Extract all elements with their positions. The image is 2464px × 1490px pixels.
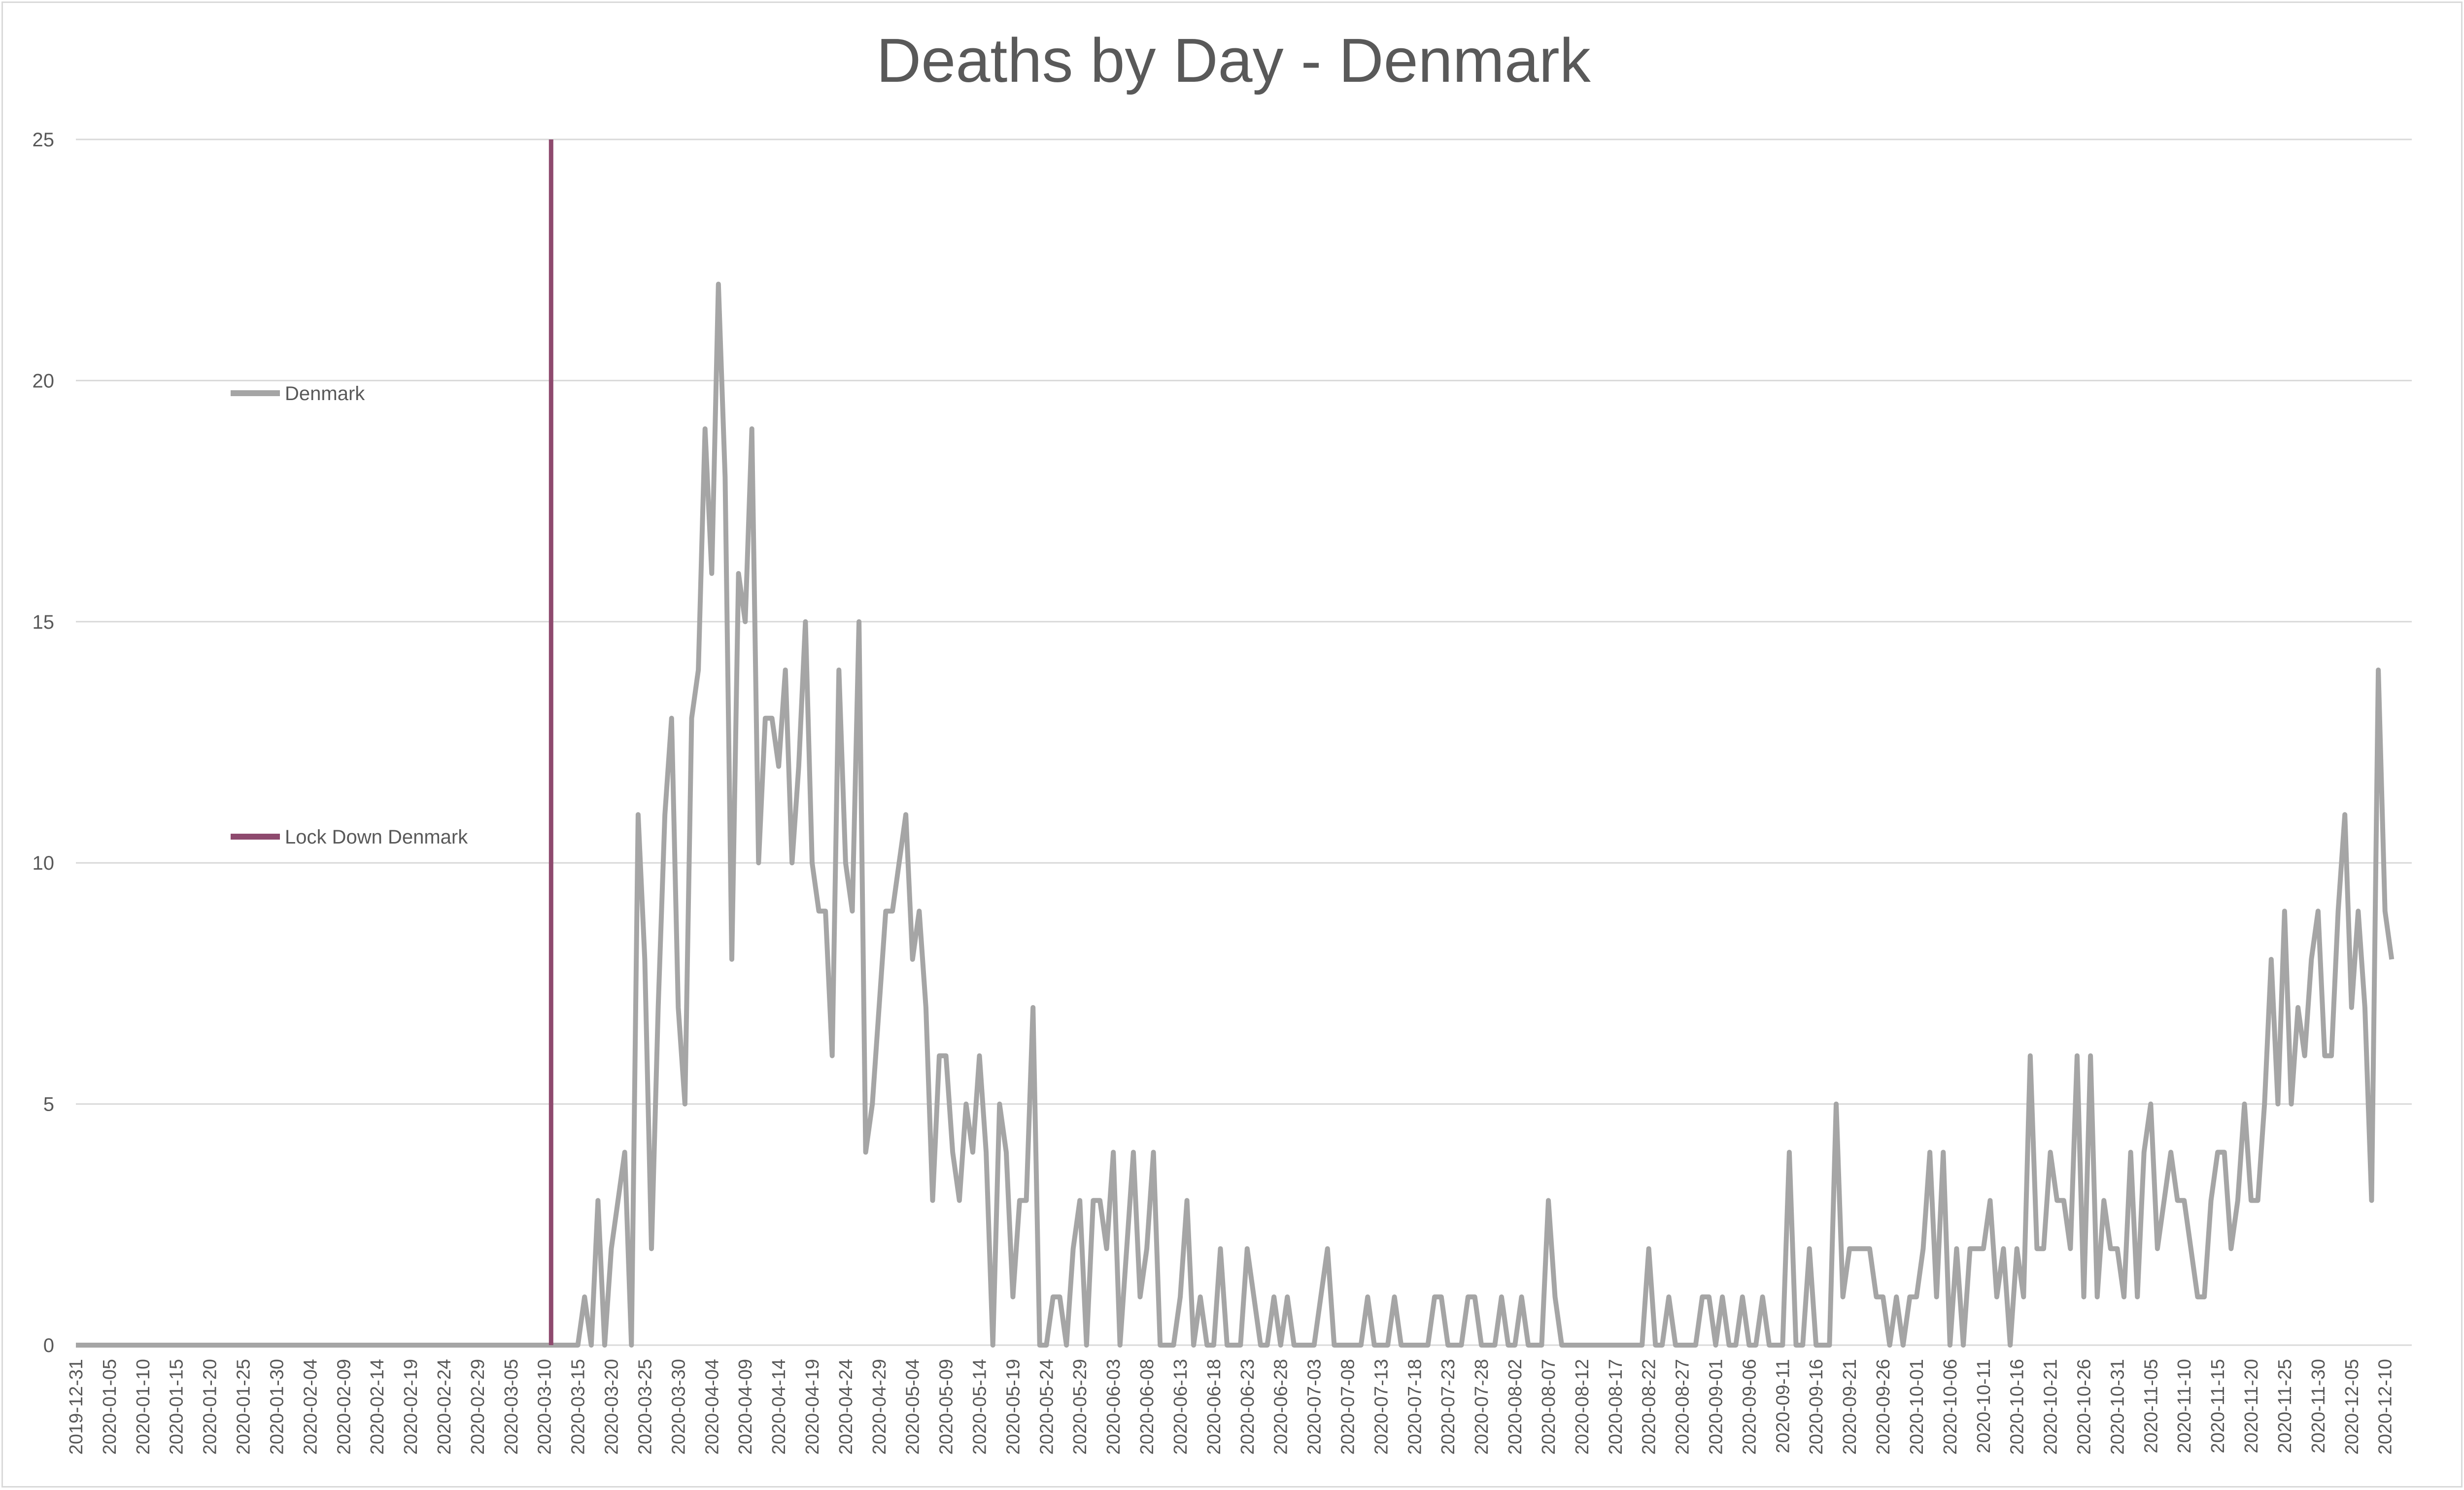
deaths-by-day-chart: Deaths by Day - Denmark 0 5 10 15 20 25 2019-…	[33, 26, 2412, 1455]
x-tick-label: 2020-10-31	[2107, 1359, 2128, 1455]
y-tick-label: 0	[43, 1335, 54, 1356]
x-tick-label: 2020-10-11	[1974, 1359, 1994, 1454]
x-tick-label: 2020-07-08	[1338, 1359, 1359, 1455]
x-tick-label: 2020-08-07	[1539, 1359, 1559, 1455]
x-tick-label: 2020-12-05	[2342, 1359, 2362, 1455]
x-tick-label: 2020-01-20	[200, 1359, 221, 1455]
x-tick-label: 2020-12-10	[2375, 1359, 2396, 1455]
x-tick-label: 2020-10-01	[1907, 1359, 1927, 1455]
gridlines	[76, 138, 2412, 1346]
x-tick-label: 2020-02-09	[334, 1359, 354, 1455]
y-tick-label: 5	[43, 1094, 54, 1116]
x-tick-label: 2020-09-06	[1739, 1359, 1760, 1455]
x-tick-label: 2020-06-18	[1204, 1359, 1225, 1455]
x-tick-label: 2020-05-19	[1003, 1359, 1024, 1455]
x-tick-label: 2020-11-25	[2275, 1359, 2295, 1454]
x-tick-label: 2020-07-03	[1304, 1359, 1325, 1455]
x-tick-label: 2020-03-15	[568, 1359, 589, 1455]
x-tick-label: 2020-01-25	[234, 1359, 254, 1455]
x-tick-label: 2020-04-04	[702, 1359, 722, 1455]
x-tick-label: 2020-10-26	[2074, 1359, 2094, 1455]
x-tick-label: 2020-06-08	[1137, 1359, 1158, 1455]
x-tick-label: 2020-03-30	[668, 1359, 689, 1455]
x-tick-label: 2020-03-25	[635, 1359, 655, 1455]
x-tick-label: 2020-04-29	[869, 1359, 890, 1455]
x-tick-label: 2020-08-12	[1572, 1359, 1593, 1455]
x-tick-label: 2020-06-03	[1103, 1359, 1124, 1455]
x-tick-label: 2020-04-09	[735, 1359, 756, 1455]
x-tick-label: 2020-05-24	[1036, 1359, 1057, 1455]
y-tick-label: 15	[33, 611, 55, 633]
x-tick-label: 2020-04-14	[769, 1359, 789, 1455]
y-tick-label: 20	[33, 370, 55, 392]
x-tick-label: 2020-05-09	[936, 1359, 957, 1455]
x-tick-label: 2020-03-05	[501, 1359, 522, 1455]
denmark-series-line	[76, 281, 2395, 1348]
x-tick-label: 2020-11-15	[2208, 1359, 2228, 1454]
x-tick-label: 2020-07-18	[1404, 1359, 1425, 1455]
x-tick-label: 2020-10-06	[1940, 1359, 1961, 1455]
x-tick-label: 2020-11-10	[2174, 1359, 2195, 1454]
x-tick-label: 2020-10-21	[2041, 1359, 2061, 1455]
y-axis-ticks: 0 5 10 15 20 25	[33, 129, 55, 1356]
x-tick-label: 2019-12-31	[66, 1359, 87, 1455]
x-tick-label: 2020-08-27	[1673, 1359, 1693, 1455]
y-tick-label: 10	[33, 852, 55, 874]
legend-label: Denmark	[285, 383, 365, 405]
x-tick-label: 2020-08-17	[1606, 1359, 1626, 1455]
legend-label: Lock Down Denmark	[285, 826, 468, 848]
x-tick-label: 2020-05-29	[1070, 1359, 1091, 1455]
x-tick-label: 2020-09-26	[1873, 1359, 1894, 1455]
x-tick-label: 2020-11-20	[2241, 1359, 2262, 1454]
x-tick-label: 2020-02-19	[401, 1359, 421, 1455]
x-tick-label: 2020-06-13	[1170, 1359, 1191, 1455]
x-tick-label: 2020-09-01	[1706, 1359, 1727, 1455]
x-tick-label: 2020-04-24	[836, 1359, 856, 1455]
legend: Denmark Lock Down Denmark	[231, 383, 468, 848]
x-tick-label: 2020-09-16	[1806, 1359, 1827, 1455]
x-tick-label: 2020-07-13	[1371, 1359, 1392, 1455]
x-tick-label: 2020-08-22	[1639, 1359, 1660, 1455]
x-tick-label: 2020-08-02	[1505, 1359, 1526, 1455]
x-tick-label: 2020-10-16	[2007, 1359, 2028, 1455]
x-tick-label: 2020-01-10	[133, 1359, 154, 1455]
x-tick-label: 2020-11-30	[2308, 1359, 2329, 1454]
x-tick-label: 2020-06-28	[1271, 1359, 1292, 1455]
y-tick-label: 25	[33, 129, 55, 151]
series-layer	[76, 139, 2395, 1348]
x-tick-label: 2020-02-14	[367, 1359, 388, 1455]
x-axis-ticks: 2019-12-31 2020-01-05 2020-01-10 2020-01-15…	[66, 1359, 2396, 1455]
chart-title: Deaths by Day - Denmark	[876, 26, 1591, 95]
x-tick-label: 2020-01-05	[100, 1359, 120, 1455]
x-tick-label: 2020-02-24	[434, 1359, 455, 1455]
x-tick-label: 2020-06-23	[1237, 1359, 1258, 1455]
x-tick-label: 2020-11-05	[2141, 1359, 2161, 1454]
x-tick-label: 2020-03-10	[535, 1359, 555, 1455]
x-tick-label: 2020-09-21	[1840, 1359, 1860, 1455]
x-tick-label: 2020-04-19	[802, 1359, 823, 1455]
x-tick-label: 2020-02-04	[300, 1359, 321, 1455]
x-tick-label: 2020-03-20	[602, 1359, 622, 1455]
x-tick-label: 2020-01-30	[267, 1359, 287, 1455]
x-tick-label: 2020-07-23	[1438, 1359, 1459, 1455]
x-tick-label: 2020-02-29	[468, 1359, 488, 1455]
x-tick-label: 2020-09-11	[1773, 1359, 1793, 1454]
x-tick-label: 2020-05-04	[903, 1359, 924, 1455]
x-tick-label: 2020-05-14	[970, 1359, 991, 1455]
x-tick-label: 2020-01-15	[167, 1359, 187, 1455]
x-tick-label: 2020-07-28	[1472, 1359, 1492, 1455]
